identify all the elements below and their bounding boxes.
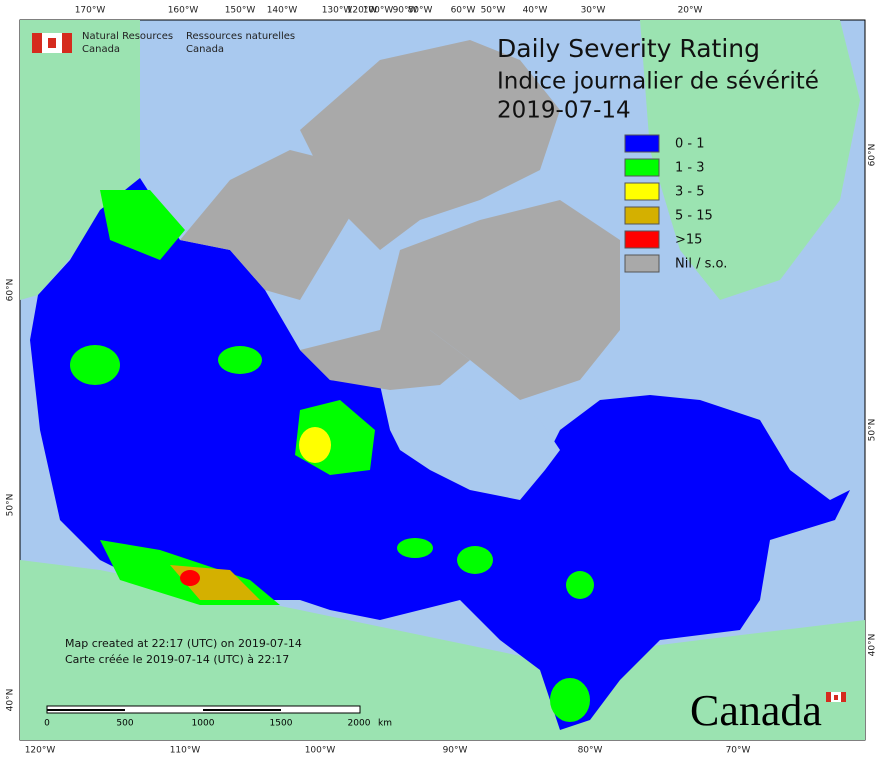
latitude-label: 50°N	[6, 494, 16, 517]
legend: 0 - 1 1 - 3 3 - 5 5 - 15 >15 Nil / s.o.	[624, 134, 727, 273]
legend-label: 1 - 3	[675, 161, 705, 176]
subtitle: Indice journalier de sévérité	[497, 69, 819, 95]
legend-swatch	[624, 134, 660, 153]
wordmark: Canada	[690, 686, 822, 735]
note: Map created at 22:17 (UTC) on 2019-07-14	[65, 637, 302, 650]
title: Daily Severity Rating	[497, 34, 760, 63]
longitude-label: 130°W	[322, 6, 353, 16]
latitude-label: 60°N	[6, 279, 16, 302]
longitude-label: 140°W	[267, 6, 298, 16]
greenland	[640, 20, 860, 300]
longitude-label: 60°W	[451, 6, 476, 16]
legend-label: 5 - 15	[675, 209, 713, 224]
longitude-label: 110°W	[170, 746, 201, 756]
longitude-label: 100°W	[363, 6, 394, 16]
legend-label: >15	[675, 233, 702, 248]
legend-label: 0 - 1	[675, 137, 705, 152]
longitude-label: 50°W	[481, 6, 506, 16]
scale-segment	[47, 709, 125, 711]
patch	[457, 546, 493, 574]
patch	[566, 571, 594, 599]
scale-segment	[203, 709, 281, 711]
longitude-label: 30°W	[581, 6, 606, 16]
longitude-label: 120°W	[25, 746, 56, 756]
longitude-label: 100°W	[305, 746, 336, 756]
hudson-bay	[390, 385, 560, 500]
legend-swatch	[624, 230, 660, 249]
arctic-mainland	[300, 330, 470, 390]
map-shapes	[20, 20, 865, 740]
nrcan-flag	[32, 33, 72, 53]
latitude-label: 40°N	[6, 689, 16, 712]
scale-label: 0	[44, 719, 50, 729]
longitude-label: 80°W	[408, 6, 433, 16]
arctic-islands	[300, 40, 560, 250]
longitude-label: 70°W	[726, 746, 751, 756]
latitude-label: 50°N	[868, 419, 878, 442]
latitude-label: 40°N	[868, 634, 878, 657]
org-name: Canada	[82, 44, 120, 55]
longitude-label: 40°W	[523, 6, 548, 16]
scale-label: 1000	[192, 719, 215, 729]
org-name: Natural Resources	[82, 31, 173, 42]
scale-label: 2000	[348, 719, 371, 729]
longitude-label: 160°W	[168, 6, 199, 16]
longitude-label: 80°W	[578, 746, 603, 756]
patch	[100, 190, 185, 260]
longitude-label: 120°W	[347, 6, 378, 16]
patch	[550, 678, 590, 722]
wordmark-flag	[826, 692, 846, 702]
note: Carte créée le 2019-07-14 (UTC) à 22:17	[65, 653, 289, 666]
longitude-label: 90°W	[393, 6, 418, 16]
org-name: Canada	[186, 44, 224, 55]
org-name: Ressources naturelles	[186, 31, 295, 42]
alaska	[20, 20, 140, 300]
date: 2019-07-14	[497, 98, 631, 124]
scale-bar: 0 500 1000 1500 2000 km	[44, 705, 392, 729]
longitude-label: 20°W	[678, 6, 703, 16]
patch	[299, 427, 331, 463]
scale-label: 500	[116, 719, 133, 729]
patch	[70, 345, 120, 385]
legend-swatch	[624, 182, 660, 201]
legend-label: Nil / s.o.	[675, 257, 727, 272]
legend-swatch	[624, 254, 660, 273]
latitude-label: 60°N	[868, 144, 878, 167]
longitude-label: 90°W	[443, 746, 468, 756]
longitude-label: 170°W	[75, 6, 106, 16]
scale-label: 1500	[270, 719, 293, 729]
patch	[180, 570, 200, 586]
scale-unit: km	[378, 719, 392, 729]
arctic-islands	[380, 200, 620, 400]
arctic-islands	[180, 150, 360, 300]
patch	[218, 346, 262, 374]
legend-label: 3 - 5	[675, 185, 705, 200]
patch	[397, 538, 433, 558]
longitude-label: 150°W	[225, 6, 256, 16]
legend-swatch	[624, 158, 660, 177]
legend-swatch	[624, 206, 660, 225]
